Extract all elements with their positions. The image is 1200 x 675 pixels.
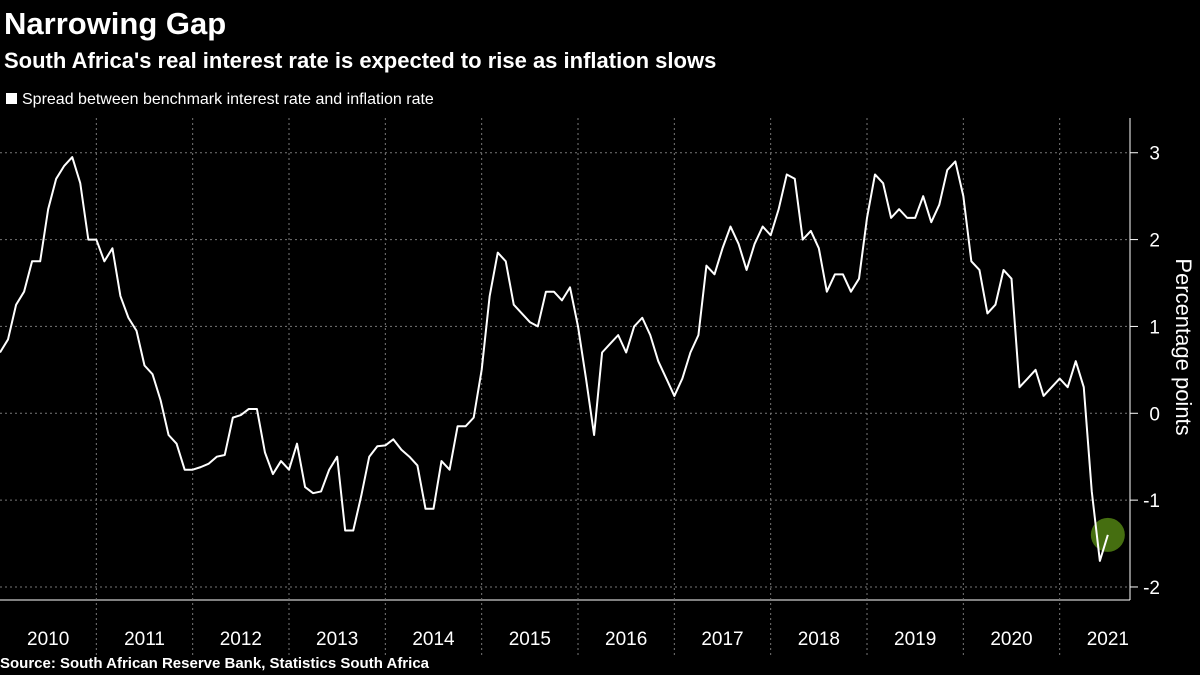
y-tick-label: 0 [1149, 404, 1160, 425]
x-tick-label: 2010 [27, 629, 69, 650]
y-tick-label: 1 [1149, 317, 1160, 338]
y-tick-label: 2 [1149, 231, 1160, 252]
x-tick-label: 2016 [605, 629, 647, 650]
x-tick-label: 2011 [124, 629, 165, 650]
y-tick-label: 3 [1149, 144, 1160, 165]
x-tick-label: 2021 [1087, 629, 1129, 650]
chart-title: Narrowing Gap [4, 6, 226, 41]
x-tick-label: 2015 [509, 629, 551, 650]
x-tick-label: 2017 [701, 629, 743, 650]
x-tick-label: 2019 [894, 629, 936, 650]
legend-swatch [6, 93, 17, 104]
y-tick-label: -2 [1143, 578, 1160, 599]
y-tick-label: -1 [1143, 491, 1160, 512]
source: Source: South African Reserve Bank, Stat… [0, 655, 430, 672]
x-tick-label: 2020 [990, 629, 1032, 650]
x-tick-label: 2012 [220, 629, 262, 650]
x-tick-label: 2013 [316, 629, 358, 650]
chart-subtitle: South Africa's real interest rate is exp… [4, 48, 716, 73]
x-tick-label: 2018 [798, 629, 840, 650]
legend-label: Spread between benchmark interest rate a… [22, 91, 434, 108]
x-tick-label: 2014 [412, 629, 455, 650]
y-axis-label: Percentage points [1171, 258, 1196, 435]
series-line [0, 156, 1109, 562]
